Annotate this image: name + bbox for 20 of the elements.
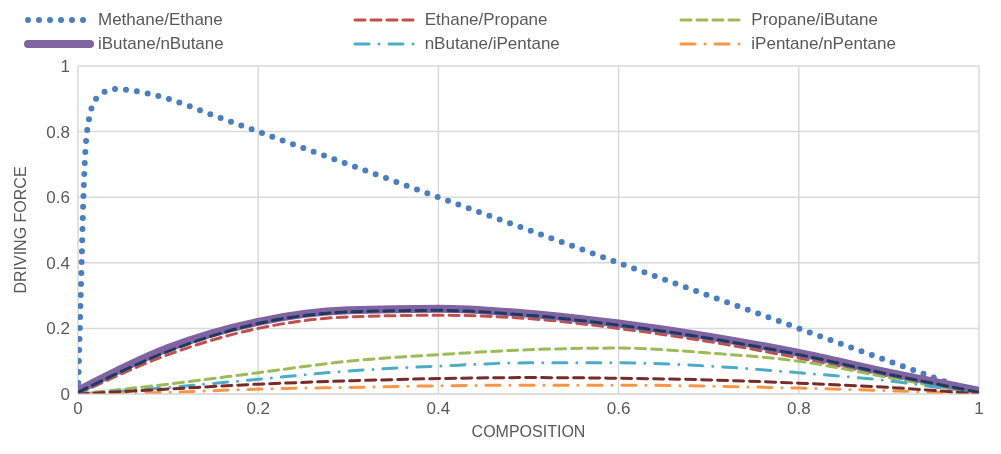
x-tick-label: 1 [974, 399, 984, 419]
y-axis-title: DRIVING FORCE [11, 166, 29, 294]
legend-label: Propane/iButane [751, 10, 878, 30]
x-tick-label: 0.2 [246, 399, 271, 419]
legend-label: Ethane/Propane [424, 10, 548, 30]
y-tick-label: 0.2 [46, 319, 70, 339]
x-tick-label: 0.4 [426, 399, 451, 419]
x-axis-title: COMPOSITION [471, 423, 586, 440]
legend-label: iButane/nButane [98, 34, 224, 54]
y-tick-label: 0.4 [46, 253, 70, 273]
x-tick-label: 0.8 [786, 399, 811, 419]
x-tick-label: 0.6 [606, 399, 631, 419]
legend-label: Methane/Ethane [98, 10, 223, 30]
x-tick-label: 0 [73, 399, 83, 419]
legend-label: iPentane/nPentane [751, 34, 896, 54]
y-tick-label: 1 [60, 57, 70, 77]
y-tick-label: 0.6 [46, 188, 70, 208]
y-tick-label: 0 [60, 385, 70, 405]
legend-label: nButane/iPentane [424, 34, 560, 54]
y-tick-label: 0.8 [46, 122, 70, 142]
